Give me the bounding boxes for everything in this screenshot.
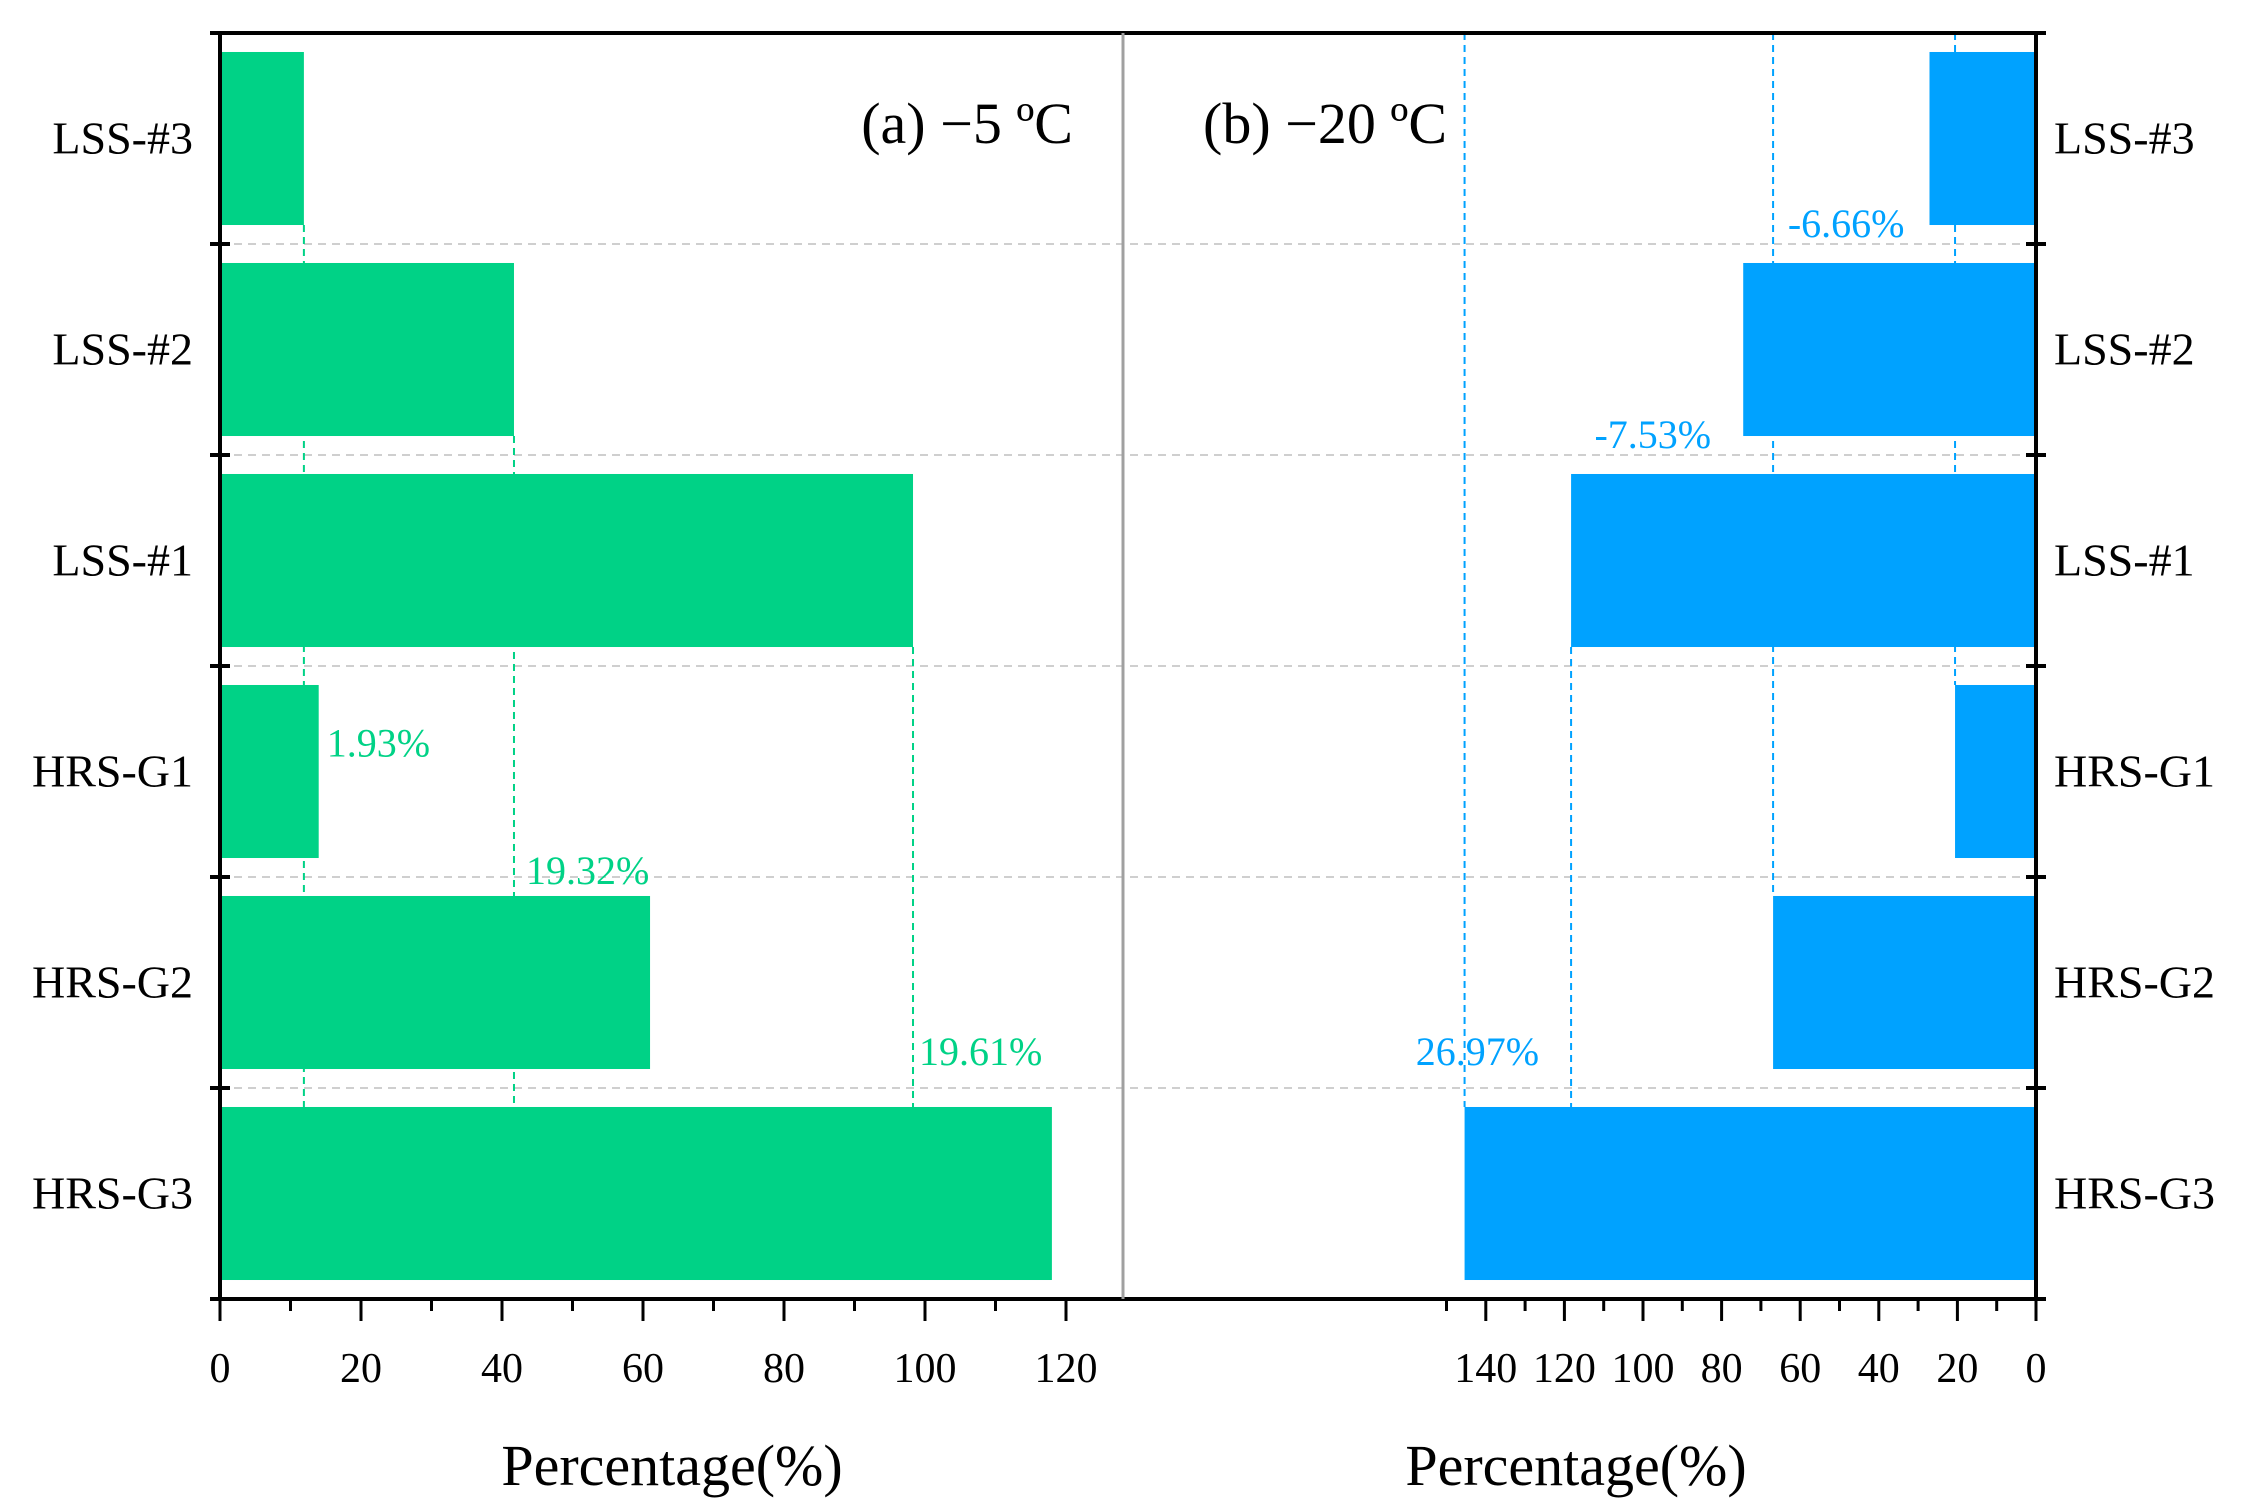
x-tick-label-a-0: 0 [210, 1346, 231, 1392]
bar-a-hrs-g3 [220, 1106, 1052, 1281]
annotations: 1.93% 19.32% 19.61% -6.66% -7.53% 26.97% [327, 201, 1905, 1074]
axis-labels: LSS-#3 LSS-#3 LSS-#2 LSS-#2 LSS-#1 LSS-#1 HRS-… [32, 113, 2215, 1393]
annotation-b-lss-1: -7.53% [1594, 412, 1711, 457]
bar-b-lss-2 [1743, 262, 2036, 437]
gridlines [220, 243, 2036, 1089]
y-label-right-hrs-g3: HRS-G3 [2054, 1168, 2215, 1219]
x-tick-label-b-40: 40 [1858, 1346, 1900, 1392]
x-axis-title-right: Percentage(%) [1405, 1433, 1746, 1498]
x-tick-label-b-80: 80 [1701, 1346, 1743, 1392]
bars [220, 51, 2036, 1281]
bar-b-hrs-g1 [1955, 684, 2036, 859]
bar-a-hrs-g2 [220, 895, 651, 1070]
bar-b-hrs-g2 [1773, 895, 2036, 1070]
y-label-left-lss-2: LSS-#2 [52, 324, 193, 375]
bar-a-lss-1 [220, 473, 914, 648]
bar-a-lss-3 [220, 51, 304, 226]
x-tick-label-b-140: 140 [1454, 1346, 1517, 1392]
annotation-b-hrs-g3: 26.97% [1416, 1029, 1539, 1074]
y-label-left-hrs-g2: HRS-G2 [32, 957, 193, 1008]
y-label-right-lss-3: LSS-#3 [2054, 113, 2195, 164]
y-label-left-lss-3: LSS-#3 [52, 113, 193, 164]
y-label-right-hrs-g2: HRS-G2 [2054, 957, 2215, 1008]
x-tick-label-a-120: 120 [1035, 1346, 1098, 1392]
x-tick-label-b-60: 60 [1779, 1346, 1821, 1392]
x-tick-label-a-80: 80 [763, 1346, 805, 1392]
bar-a-lss-2 [220, 262, 514, 437]
x-tick-label-a-60: 60 [622, 1346, 664, 1392]
annotation-a-hrs-g3: 19.61% [919, 1029, 1042, 1074]
x-axis-title-left: Percentage(%) [501, 1433, 842, 1498]
y-label-left-hrs-g1: HRS-G1 [32, 746, 193, 797]
y-label-left-lss-1: LSS-#1 [52, 535, 193, 586]
bar-b-lss-3 [1929, 51, 2036, 226]
y-label-right-lss-2: LSS-#2 [2054, 324, 2195, 375]
x-tick-label-a-100: 100 [894, 1346, 957, 1392]
y-label-left-hrs-g3: HRS-G3 [32, 1168, 193, 1219]
x-tick-label-a-40: 40 [481, 1346, 523, 1392]
bar-b-hrs-g3 [1464, 1106, 2036, 1281]
x-tick-label-b-20: 20 [1936, 1346, 1978, 1392]
x-tick-label-a-20: 20 [340, 1346, 382, 1392]
y-label-right-lss-1: LSS-#1 [2054, 535, 2195, 586]
panel-b-title: (b) −20 ºC [1203, 91, 1447, 156]
guide-lines [302, 33, 1957, 1281]
bar-a-hrs-g1 [220, 684, 319, 859]
x-tick-label-b-120: 120 [1533, 1346, 1596, 1392]
annotation-a-hrs-g1: 1.93% [327, 721, 430, 766]
x-tick-label-b-100: 100 [1612, 1346, 1675, 1392]
annotation-a-hrs-g2: 19.32% [526, 848, 649, 893]
y-label-right-hrs-g1: HRS-G1 [2054, 746, 2215, 797]
bar-b-lss-1 [1571, 473, 2036, 648]
axis-ticks [210, 31, 2046, 1321]
panel-a-title: (a) −5 ºC [861, 91, 1073, 156]
annotation-b-lss-2: -6.66% [1788, 201, 1905, 246]
x-tick-label-b-0: 0 [2026, 1346, 2047, 1392]
